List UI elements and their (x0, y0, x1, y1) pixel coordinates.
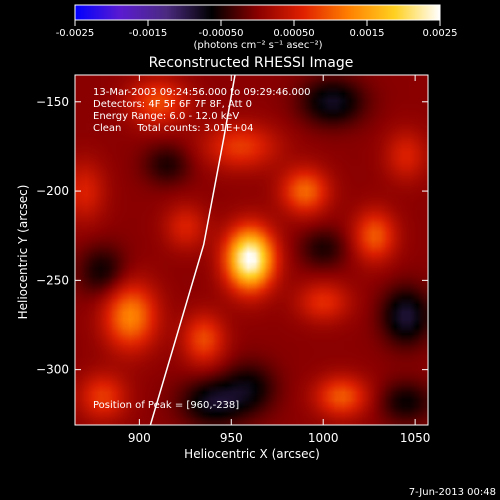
plot-frame (74, 74, 429, 426)
axis-ticks: 900 950 1000 1050 −150 −200 −250 −300 (36, 75, 430, 445)
y-tick-label: −200 (36, 184, 69, 198)
colorbar-tick-label: -0.0015 (129, 28, 168, 39)
peak-position-label: Position of Peak = [960,-238] (93, 400, 239, 411)
y-tick-label: −300 (36, 363, 69, 377)
colorbar (74, 4, 441, 21)
colorbar-ticks: -0.0025 -0.0015 -0.00050 0.00050 0.0015 0.002… (56, 20, 458, 39)
colorbar-tick-label: 0.0015 (350, 28, 385, 39)
y-tick-label: −250 (36, 273, 69, 287)
x-tick-label: 1050 (400, 431, 431, 445)
chart-title: Reconstructed RHESSI Image (149, 55, 354, 71)
colorbar-tick-label: -0.00050 (199, 28, 244, 39)
y-axis-label: Heliocentric Y (arcsec) (16, 185, 30, 320)
annotation-time: 13-Mar-2003 09:24:56.000 to 09:29:46.000 (93, 87, 311, 98)
timestamp: 7-Jun-2013 00:48 (409, 487, 496, 498)
y-tick-label: −150 (36, 95, 69, 109)
x-tick-label: 950 (220, 431, 243, 445)
colorbar-tick-label: -0.0025 (56, 28, 95, 39)
colorbar-tick-label: 0.0025 (423, 28, 458, 39)
solar-limb-line (149, 75, 236, 425)
annotation-energy: Energy Range: 6.0 - 12.0 keV (93, 111, 239, 122)
x-tick-label: 1000 (308, 431, 339, 445)
heatmap-image (75, 75, 428, 425)
x-tick-label: 900 (128, 431, 151, 445)
x-axis-label: Heliocentric X (arcsec) (184, 447, 320, 461)
colorbar-tick-label: 0.00050 (273, 28, 314, 39)
colorbar-label: (photons cm⁻² s⁻¹ asec⁻²) (193, 40, 322, 51)
annotation-detectors: Detectors: 4F 5F 6F 7F 8F, Att 0 (93, 99, 252, 110)
annotation-clean: Clean Total counts: 3.01E+04 (93, 123, 253, 134)
